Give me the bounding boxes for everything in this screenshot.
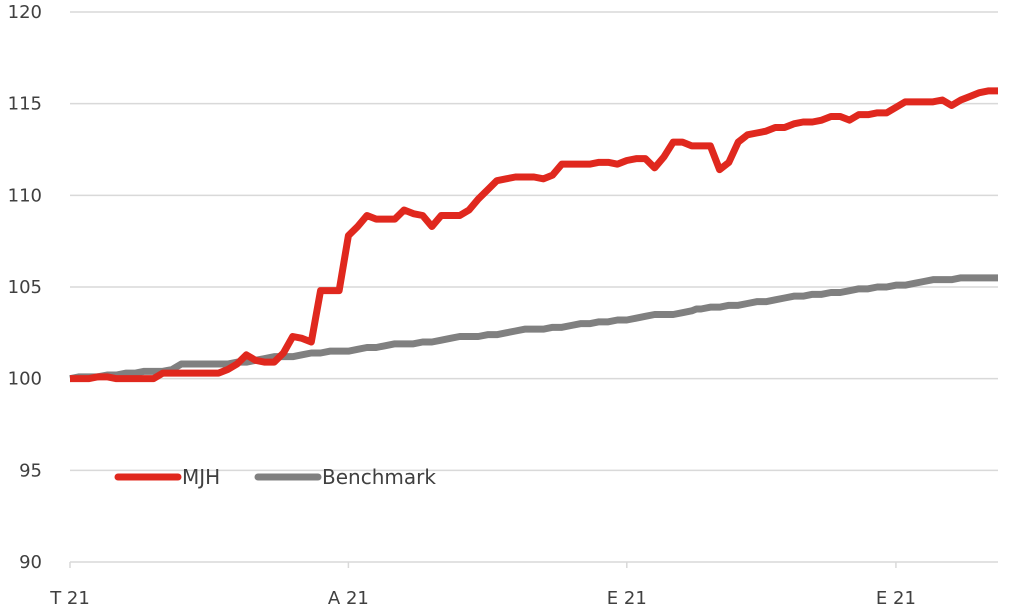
y-tick-label: 95 — [19, 460, 42, 481]
legend-label-benchmark: Benchmark — [322, 465, 436, 489]
y-tick-label: 120 — [8, 2, 42, 23]
y-tick-label: 110 — [8, 185, 42, 206]
x-tick-label: T 21 — [49, 588, 90, 609]
grid-lines — [70, 11, 998, 472]
y-axis-tick-labels: 90 95 100 105 110 115 120 — [8, 2, 42, 573]
series-lines — [69, 87, 998, 383]
x-tick-label: E 21 — [607, 588, 647, 609]
legend: MJH Benchmark — [114, 465, 436, 489]
x-tick-label: E 21 — [876, 588, 916, 609]
y-tick-label: 105 — [8, 277, 42, 298]
x-tick-label: A 21 — [328, 588, 369, 609]
y-tick-label: 90 — [19, 552, 42, 573]
legend-label-mjh: MJH — [182, 465, 220, 489]
x-axis: T 21 A 21 E 21 E 21 — [49, 561, 998, 609]
y-tick-label: 115 — [8, 94, 42, 115]
series-line-mjh — [70, 87, 998, 383]
series-line-benchmark — [69, 274, 998, 383]
y-tick-label: 100 — [8, 369, 42, 390]
